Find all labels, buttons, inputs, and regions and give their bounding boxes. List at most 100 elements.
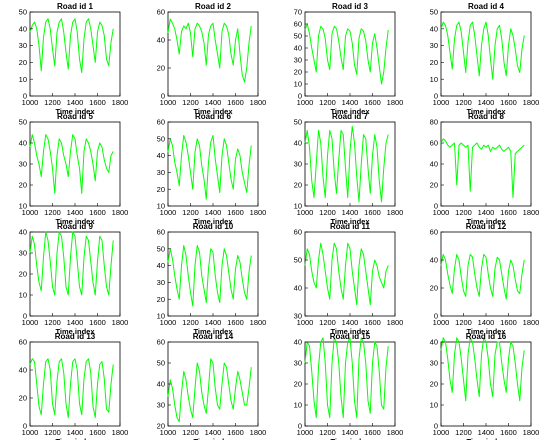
y-tick-label: 50: [294, 32, 302, 41]
subplot-road-6: 1000 1200 1400 1600 1800 10 20 30 40 50 60 Road id …: [157, 112, 267, 226]
y-tick-label: 0: [434, 312, 438, 321]
x-tick-label: 1800: [387, 428, 404, 437]
chart-title: Road id 7: [332, 112, 369, 121]
x-tick-label: 1400: [478, 208, 495, 217]
subplot-road-5: 1000 1200 1400 1600 1800 10 20 30 40 50 Road id 5 T…: [19, 112, 129, 226]
subplot-road-16: 1000 1200 1400 1600 1800 0 10 20 30 40 Road id 16 T…: [430, 332, 540, 440]
chart-title: Road id 1: [57, 2, 94, 11]
x-tick-label: 1800: [112, 208, 129, 217]
series-line: [29, 358, 114, 419]
y-tick-label: 0: [23, 422, 27, 431]
series-line: [167, 134, 252, 200]
x-tick-label: 1000: [297, 428, 314, 437]
y-tick-label: 20: [430, 284, 438, 293]
y-tick-label: 30: [294, 160, 302, 169]
y-tick-label: 30: [294, 312, 302, 321]
x-tick-label: 1400: [67, 318, 84, 327]
series-line: [167, 244, 252, 307]
x-axis-label: Time index: [55, 217, 95, 226]
x-tick-label: 1000: [160, 98, 177, 107]
y-tick-label: 10: [294, 202, 302, 211]
plot-area: [440, 121, 532, 207]
x-tick-label: 1400: [205, 208, 222, 217]
x-tick-label: 1000: [297, 208, 314, 217]
series-line: [167, 18, 252, 83]
y-tick-label: 50: [19, 8, 27, 17]
y-tick-label: 40: [294, 44, 302, 53]
plot-area: [167, 231, 259, 317]
plot-area: [167, 121, 259, 207]
chart-title: Road id 13: [55, 332, 96, 341]
x-tick-label: 1200: [455, 428, 472, 437]
x-tick-label: 1400: [342, 318, 359, 327]
y-tick-label: 20: [19, 394, 27, 403]
y-tick-label: 60: [430, 228, 438, 237]
x-axis-label: Time index: [466, 327, 506, 336]
x-axis-label: Time index: [55, 327, 95, 336]
x-axis-label: Time index: [55, 107, 95, 116]
x-tick-label: 1400: [478, 428, 495, 437]
subplot-road-12: 1000 1200 1400 1600 1800 0 20 40 60 Road id 12 Tim…: [430, 222, 540, 336]
x-tick-label: 1800: [250, 428, 267, 437]
series-line: [29, 231, 114, 296]
chart-title: Road id 9: [57, 222, 94, 231]
x-tick-label: 1000: [297, 318, 314, 327]
y-tick-label: 40: [430, 160, 438, 169]
subplot-road-8: 1000 1200 1400 1600 1800 0 20 40 60 80 Road id 8 Ti…: [430, 112, 540, 226]
plot-area: [29, 231, 121, 317]
plot-area: [304, 231, 396, 317]
x-tick-label: 1800: [112, 428, 129, 437]
plot-area: [167, 341, 259, 427]
y-tick-label: 0: [298, 422, 302, 431]
x-tick-label: 1400: [478, 98, 495, 107]
x-tick-label: 1000: [22, 318, 39, 327]
x-axis-label: Time index: [466, 107, 506, 116]
series-line: [304, 242, 389, 306]
series-line: [440, 253, 525, 300]
series-line: [304, 23, 389, 85]
x-axis-label: Time index: [330, 217, 370, 226]
x-tick-label: 1200: [319, 208, 336, 217]
y-tick-label: 20: [294, 181, 302, 190]
y-tick-label: 10: [19, 291, 27, 300]
chart-title: Road id 15: [330, 332, 371, 341]
y-tick-label: 10: [430, 401, 438, 410]
y-tick-label: 50: [157, 244, 165, 253]
y-tick-label: 60: [430, 139, 438, 148]
y-tick-label: 30: [157, 401, 165, 410]
chart-title: Road id 12: [466, 222, 507, 231]
y-tick-label: 30: [430, 359, 438, 368]
x-tick-label: 1600: [89, 428, 106, 437]
y-tick-label: 60: [157, 338, 165, 347]
y-tick-label: 10: [19, 75, 27, 84]
plot-area: [440, 341, 532, 427]
x-axis-label: Time index: [193, 327, 233, 336]
y-tick-label: 30: [294, 359, 302, 368]
y-tick-label: 20: [430, 58, 438, 67]
y-tick-label: 20: [430, 181, 438, 190]
subplot-road-4: 1000 1200 1400 1600 1800 0 10 20 30 40 50 Road id 4…: [430, 2, 540, 116]
series-line: [167, 358, 252, 423]
series-line: [440, 21, 525, 80]
subplot-road-11: 1000 1200 1400 1600 1800 30 40 50 60 Road id 11 Ti…: [294, 222, 404, 336]
x-axis-label: Time index: [193, 217, 233, 226]
plot-area: [304, 11, 396, 97]
x-tick-label: 1600: [227, 318, 244, 327]
y-tick-label: 40: [430, 256, 438, 265]
chart-title: Road id 11: [330, 222, 371, 231]
plot-area: [440, 231, 532, 317]
y-tick-label: 30: [294, 56, 302, 65]
y-tick-label: 40: [294, 284, 302, 293]
x-tick-label: 1400: [342, 208, 359, 217]
x-axis-label: Time index: [466, 217, 506, 226]
x-tick-label: 1200: [44, 98, 61, 107]
x-tick-label: 1600: [364, 428, 381, 437]
series-line: [440, 337, 525, 402]
y-tick-label: 40: [294, 139, 302, 148]
x-tick-label: 1400: [342, 98, 359, 107]
y-tick-label: 10: [157, 312, 165, 321]
x-tick-label: 1200: [319, 98, 336, 107]
x-axis-label: Time index: [193, 107, 233, 116]
y-tick-label: 0: [23, 312, 27, 321]
x-axis-label: Time index: [330, 437, 370, 440]
